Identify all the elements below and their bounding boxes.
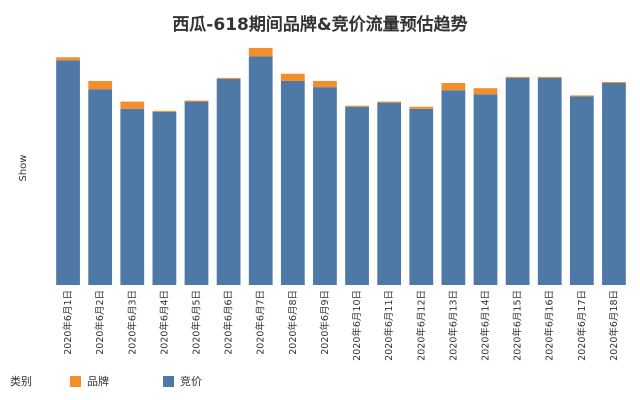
bar-bid-9 [313,87,337,285]
x-tick-label: 2020年6月16日 [544,290,556,361]
bar-brand-15 [505,76,530,78]
bar-bid-2 [88,89,113,285]
x-tick-label: 2020年6月5日 [191,290,203,355]
bar-bid-14 [473,94,498,286]
legend-item-brand: 品牌 [70,373,109,389]
bar-brand-8 [280,73,305,81]
bar-brand-9 [313,80,337,88]
bar-brand-13 [441,83,466,91]
bar-brand-12 [409,106,434,109]
bar-bid-7 [248,56,273,285]
bar-bid-12 [409,108,434,285]
legend-swatch-bid [163,375,174,387]
bar-brand-3 [120,101,145,109]
bar-brand-10 [345,105,369,107]
x-tick-label: 2020年6月6日 [223,290,235,355]
x-tick-labels: 2020年6月1日 2020年6月2日 2020年6月3日 2020年6月4日 2020… [62,290,620,361]
bar-brand-16 [537,76,562,78]
y-axis-label: Show [18,155,29,182]
bar-brand-1 [56,57,80,61]
x-tick-label: 2020年6月3日 [126,290,138,355]
bar-bid-8 [280,80,305,285]
x-tick-label: 2020年6月1日 [62,290,74,355]
bar-brand-11 [377,101,402,103]
bar-brand-5 [184,100,209,102]
bars-group [56,48,626,286]
legend-title-wrap: 类别 [10,373,32,389]
x-tick-label: 2020年6月13日 [447,290,459,361]
legend-title: 类别 [10,375,32,388]
bar-brand-17 [569,95,594,97]
x-tick-label: 2020年6月15日 [512,290,524,361]
bar-bid-13 [441,90,466,285]
bar-bid-11 [377,102,402,285]
x-tick-label: 2020年6月10日 [351,290,363,361]
x-tick-label: 2020年6月12日 [415,290,427,361]
x-tick-label: 2020年6月9日 [319,290,331,355]
x-tick-label: 2020年6月17日 [576,290,588,361]
x-tick-label: 2020年6月11日 [383,290,395,361]
bar-brand-18 [602,82,626,84]
x-tick-label: 2020年6月18日 [608,290,620,361]
x-tick-label: 2020年6月7日 [255,290,267,355]
bar-bid-17 [569,96,594,286]
x-tick-label: 2020年6月4日 [158,290,170,355]
bar-bid-10 [345,106,369,285]
bar-bid-15 [505,77,530,285]
bar-bid-5 [184,101,209,285]
legend-swatch-brand [70,375,81,387]
bar-brand-7 [248,48,273,57]
bar-brand-6 [216,77,241,79]
legend-label-bid: 竞价 [180,375,202,388]
x-tick-label: 2020年6月2日 [94,290,106,355]
bar-brand-2 [88,80,113,90]
chart-title: 西瓜-618期间品牌&竞价流量预估趋势 [172,15,468,35]
x-tick-label: 2020年6月8日 [287,290,299,355]
bar-bid-3 [120,108,145,285]
legend-item-bid: 竞价 [163,373,202,389]
bar-bid-18 [602,83,626,285]
bar-brand-4 [152,110,177,112]
bar-bid-1 [56,60,80,286]
legend-label-brand: 品牌 [87,375,109,388]
bar-bid-16 [537,77,562,285]
bar-bid-6 [216,78,241,285]
bar-brand-14 [473,88,498,95]
x-tick-label: 2020年6月14日 [480,290,492,361]
bar-bid-4 [152,111,177,285]
